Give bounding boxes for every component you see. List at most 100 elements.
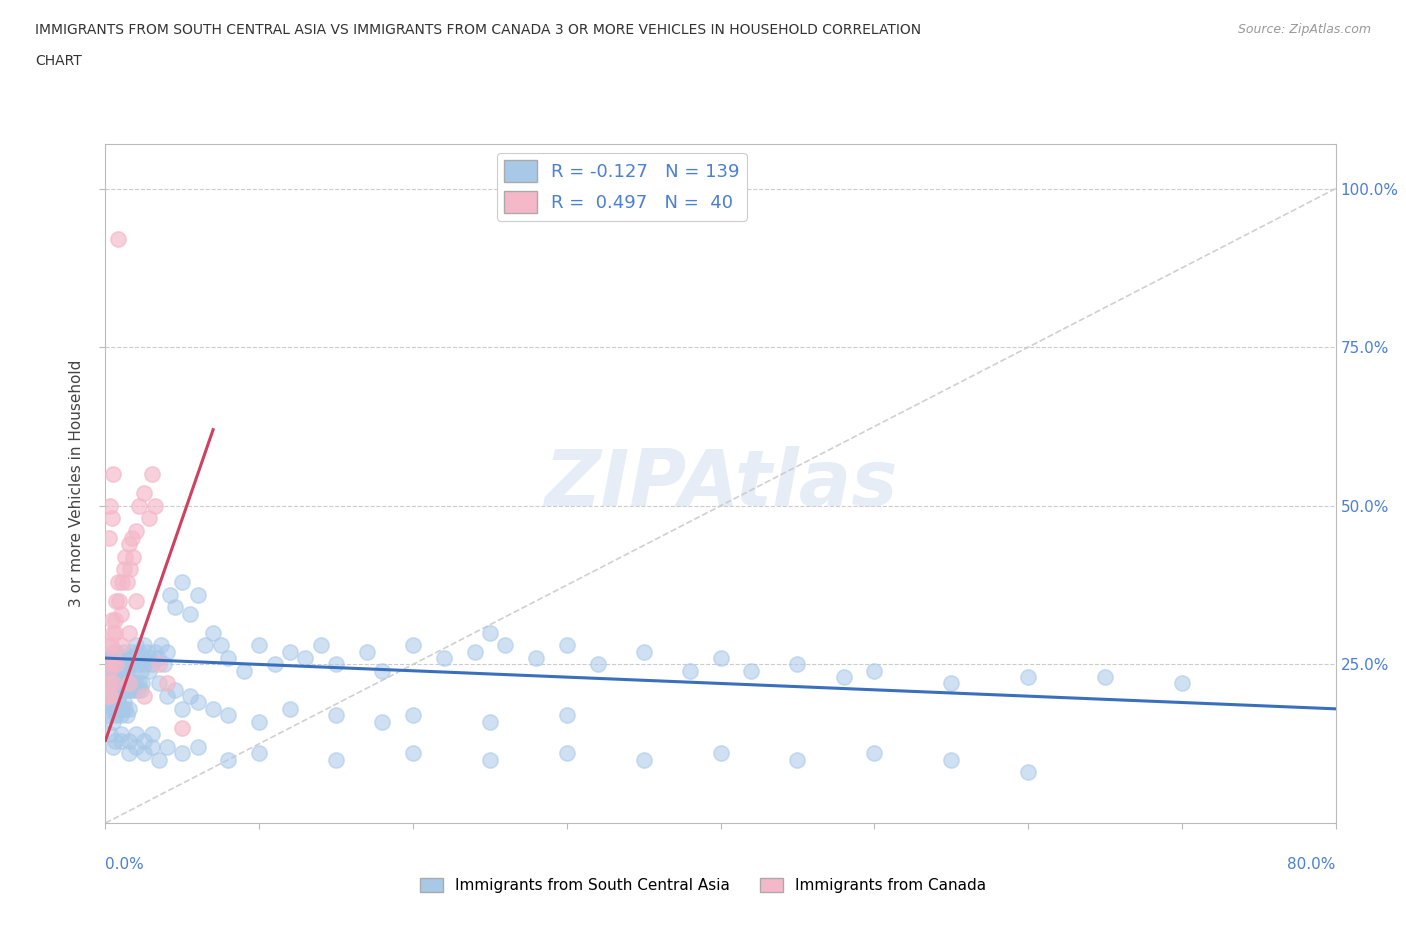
Point (163, 683, 186, 698)
Point (97, 676, 120, 691)
Point (134, 657, 156, 671)
Point (128, 676, 150, 691)
Point (108, 593, 131, 608)
Point (146, 651, 169, 666)
Point (148, 752, 170, 767)
Point (121, 530, 143, 545)
Point (141, 657, 163, 671)
Point (371, 663, 394, 678)
Point (97, 530, 120, 545)
Point (112, 676, 135, 691)
Point (156, 644, 179, 659)
Point (107, 232, 129, 246)
Point (156, 676, 179, 691)
Point (96, 701, 118, 716)
Point (218, 752, 240, 767)
Text: 0.0%: 0.0% (105, 857, 145, 872)
Point (105, 644, 128, 659)
Point (786, 657, 808, 671)
Point (97, 708, 120, 723)
Point (117, 746, 139, 761)
Point (132, 746, 155, 761)
Point (96, 689, 118, 704)
Y-axis label: 3 or more Vehicles in Household: 3 or more Vehicles in Household (69, 360, 84, 607)
Point (110, 606, 132, 621)
Point (112, 644, 135, 659)
Text: 80.0%: 80.0% (1288, 857, 1336, 872)
Point (121, 644, 143, 659)
Point (117, 683, 139, 698)
Point (98, 695, 121, 710)
Point (97, 676, 120, 691)
Point (1094, 670, 1116, 684)
Point (941, 752, 963, 767)
Text: CHART: CHART (35, 54, 82, 68)
Point (187, 695, 209, 710)
Point (110, 726, 132, 741)
Point (98, 498, 121, 513)
Point (124, 683, 146, 698)
Point (371, 714, 394, 729)
Point (402, 746, 425, 761)
Point (112, 562, 135, 577)
Point (110, 638, 132, 653)
Point (122, 676, 145, 691)
Point (163, 600, 186, 615)
Point (127, 657, 149, 671)
Point (159, 587, 181, 602)
Text: IMMIGRANTS FROM SOUTH CENTRAL ASIA VS IMMIGRANTS FROM CANADA 3 OR MORE VEHICLES : IMMIGRANTS FROM SOUTH CENTRAL ASIA VS IM… (35, 23, 921, 37)
Point (107, 651, 129, 666)
Point (194, 638, 217, 653)
Point (156, 739, 179, 754)
Point (138, 663, 160, 678)
Point (98, 726, 121, 741)
Point (941, 676, 963, 691)
Point (125, 524, 148, 538)
Point (111, 701, 134, 716)
Point (524, 651, 547, 666)
Point (478, 714, 501, 729)
Point (114, 663, 136, 678)
Point (863, 746, 886, 761)
Point (114, 651, 136, 666)
Point (128, 498, 150, 513)
Point (202, 625, 225, 640)
Point (117, 733, 139, 748)
Point (104, 701, 127, 716)
Point (105, 593, 128, 608)
Point (105, 708, 128, 723)
Point (115, 708, 138, 723)
Point (294, 651, 316, 666)
Point (107, 575, 129, 590)
Point (138, 512, 160, 526)
Point (105, 663, 128, 678)
Point (121, 683, 143, 698)
Point (97, 689, 120, 704)
Point (100, 701, 122, 716)
Point (111, 575, 134, 590)
Point (120, 562, 141, 577)
Point (633, 752, 655, 767)
Point (100, 638, 122, 653)
Point (172, 721, 194, 736)
Point (153, 657, 176, 671)
Point (187, 587, 209, 602)
Point (101, 657, 124, 671)
Point (97, 651, 120, 666)
Point (98, 657, 121, 671)
Point (108, 701, 131, 716)
Point (1171, 676, 1194, 691)
Point (101, 625, 124, 640)
Point (104, 657, 127, 671)
Point (129, 683, 152, 698)
Point (278, 701, 301, 716)
Point (103, 663, 125, 678)
Point (100, 512, 122, 526)
Point (832, 670, 855, 684)
Point (120, 676, 141, 691)
Point (117, 676, 139, 691)
Point (115, 575, 138, 590)
Point (132, 485, 155, 500)
Point (104, 651, 127, 666)
Point (402, 638, 425, 653)
